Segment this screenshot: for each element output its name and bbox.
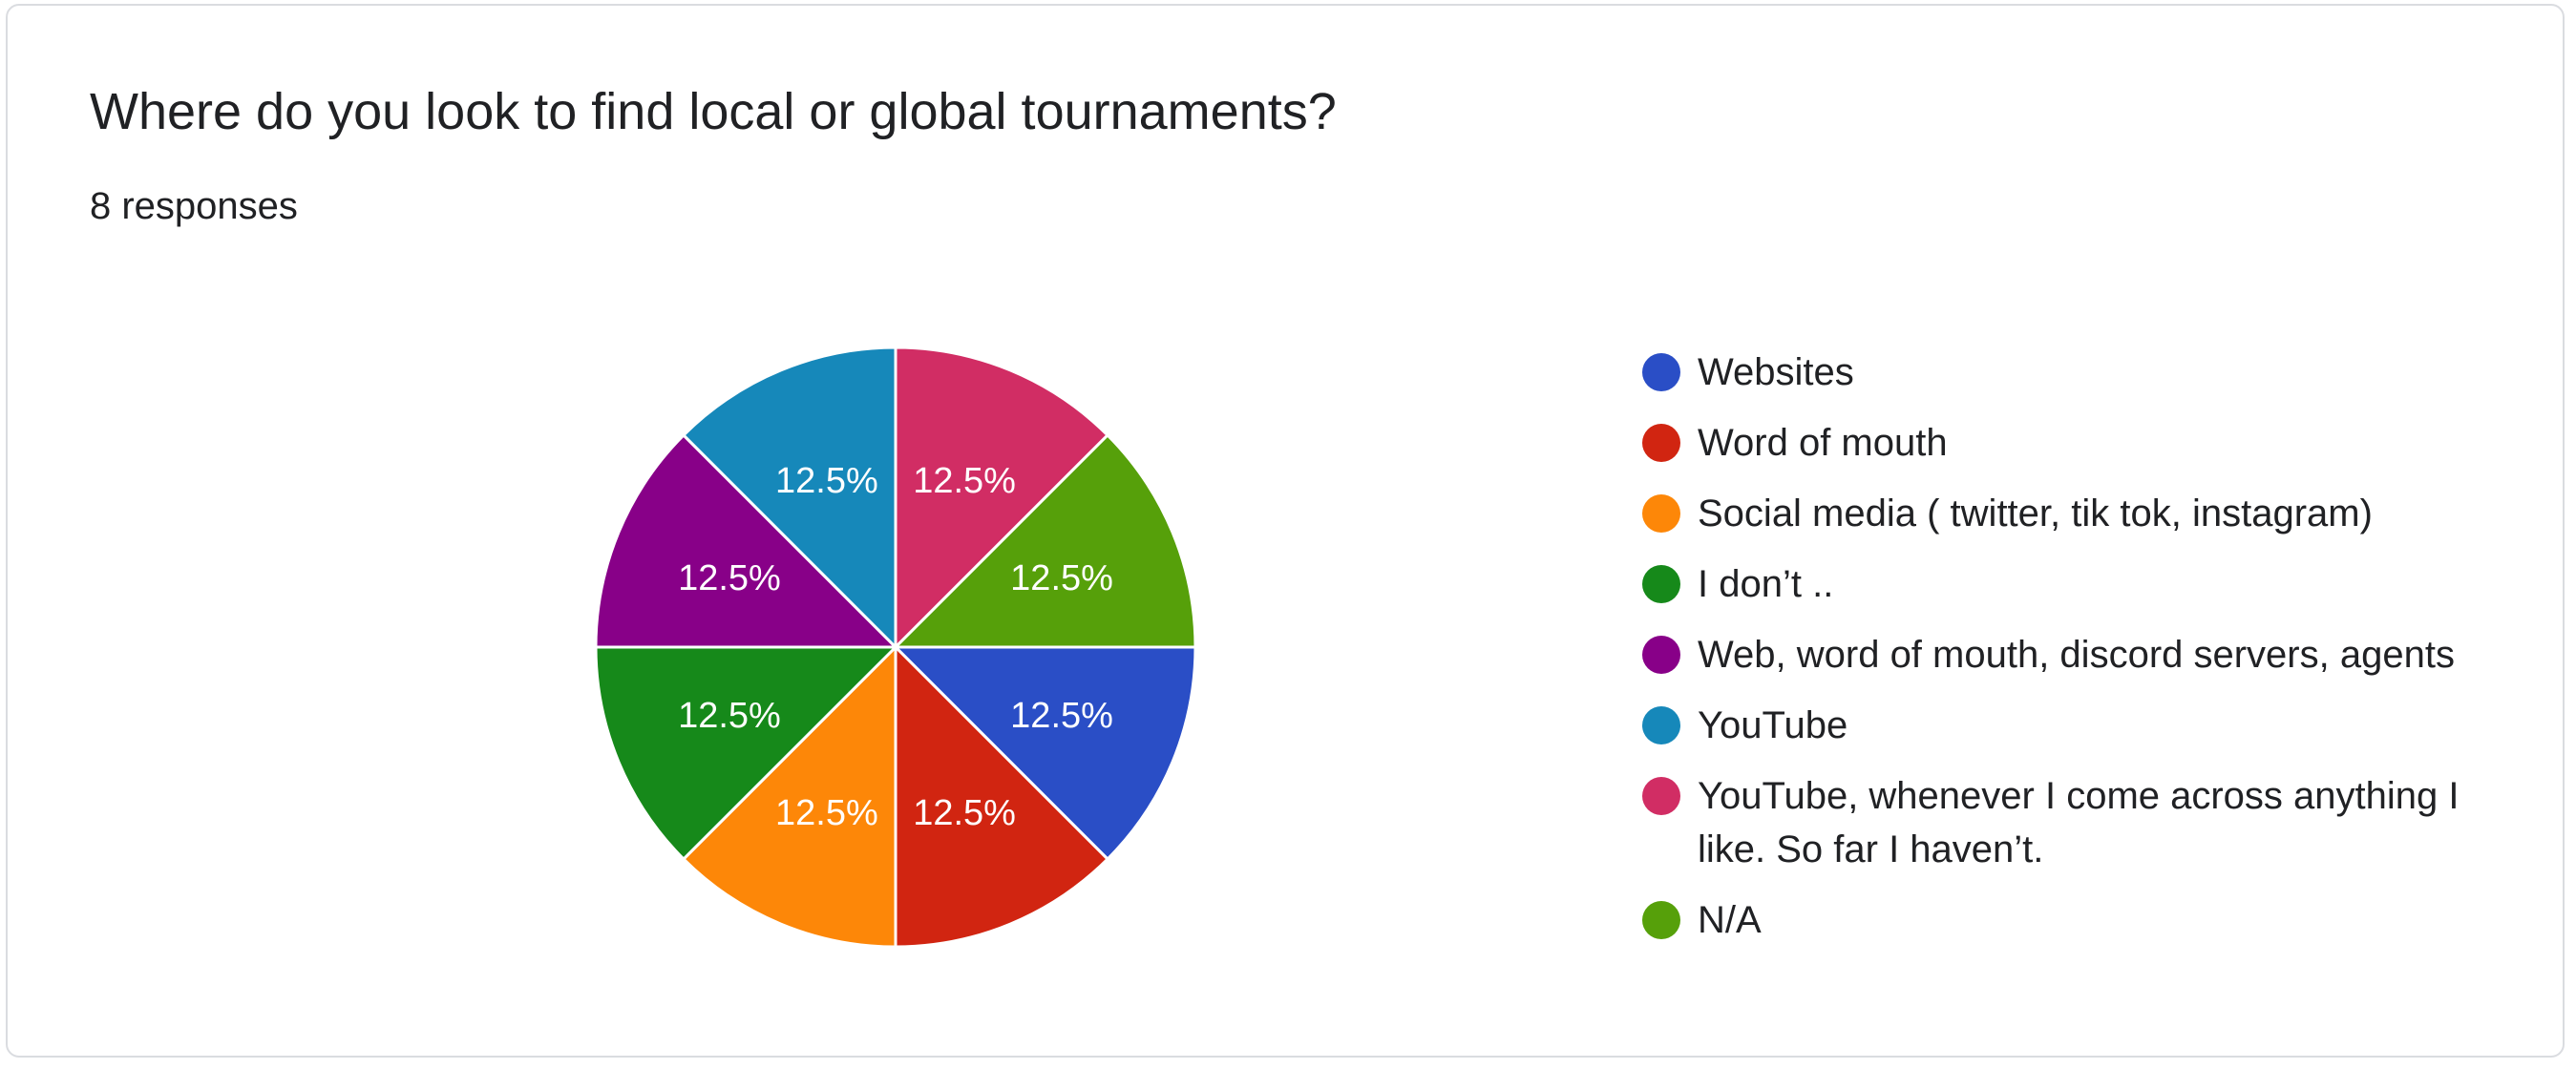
legend-label: YouTube, whenever I come across anything… [1698, 775, 2460, 870]
pie-slice-label: 12.5% [678, 558, 781, 598]
pie-slice[interactable] [681, 346, 897, 651]
pie-slice[interactable] [594, 645, 899, 862]
pie-slice-label: 12.5% [678, 696, 781, 736]
legend-item[interactable]: YouTube, whenever I come across anything… [1642, 769, 2521, 876]
pie-slice[interactable] [681, 643, 897, 949]
legend-swatch [1642, 353, 1680, 391]
chart-legend: Websites Word of mouth Social media ( twit… [1642, 346, 2521, 964]
pie-slice[interactable] [894, 643, 1110, 949]
legend-label: Word of mouth [1698, 422, 1948, 464]
legend-swatch [1642, 424, 1680, 462]
pie-slice-label: 12.5% [775, 793, 878, 833]
pie-slice[interactable] [594, 432, 899, 649]
legend-item[interactable]: Word of mouth [1642, 416, 2521, 470]
legend-item[interactable]: N/A [1642, 893, 2521, 947]
pie-slice-labels: 12.5% 12.5% 12.5% 12.5% 12.5% 12.5% 12.5% 12.5% [678, 461, 1113, 833]
legend-item[interactable]: YouTube [1642, 699, 2521, 752]
legend-label: Web, word of mouth, discord servers, age… [1698, 634, 2455, 676]
legend-label: YouTube [1698, 704, 1848, 746]
legend-swatch [1642, 636, 1680, 674]
legend-label: Websites [1698, 351, 1854, 393]
question-title: Where do you look to find local or globa… [90, 83, 1337, 140]
pie-slice-label: 12.5% [775, 461, 878, 501]
legend-item[interactable]: Websites [1642, 346, 2521, 399]
pie-slice[interactable] [892, 432, 1197, 649]
pie-slice-label: 12.5% [913, 461, 1016, 501]
legend-label: N/A [1698, 899, 1762, 941]
chart-card: Where do you look to find local or globa… [6, 4, 2565, 1058]
legend-item[interactable]: I don’t .. [1642, 557, 2521, 611]
pie-chart: 12.5% 12.5% 12.5% 12.5% 12.5% 12.5% 12.5% 12.5% [594, 346, 1197, 949]
pie-slice[interactable] [892, 645, 1197, 862]
pie-slice-label: 12.5% [913, 793, 1016, 833]
legend-label: Social media ( twitter, tik tok, instagr… [1698, 493, 2373, 534]
legend-swatch [1642, 706, 1680, 744]
pie-slices [594, 346, 1197, 949]
pie-slice-label: 12.5% [1010, 696, 1113, 736]
legend-swatch [1642, 565, 1680, 603]
pie-slice[interactable] [894, 346, 1110, 651]
response-count: 8 responses [90, 185, 298, 227]
pie-slice-label: 12.5% [1010, 558, 1113, 598]
legend-swatch [1642, 494, 1680, 533]
legend-swatch [1642, 901, 1680, 939]
legend-label: I don’t .. [1698, 563, 1834, 605]
legend-swatch [1642, 777, 1680, 815]
legend-item[interactable]: Web, word of mouth, discord servers, age… [1642, 628, 2521, 681]
legend-item[interactable]: Social media ( twitter, tik tok, instagr… [1642, 487, 2521, 540]
